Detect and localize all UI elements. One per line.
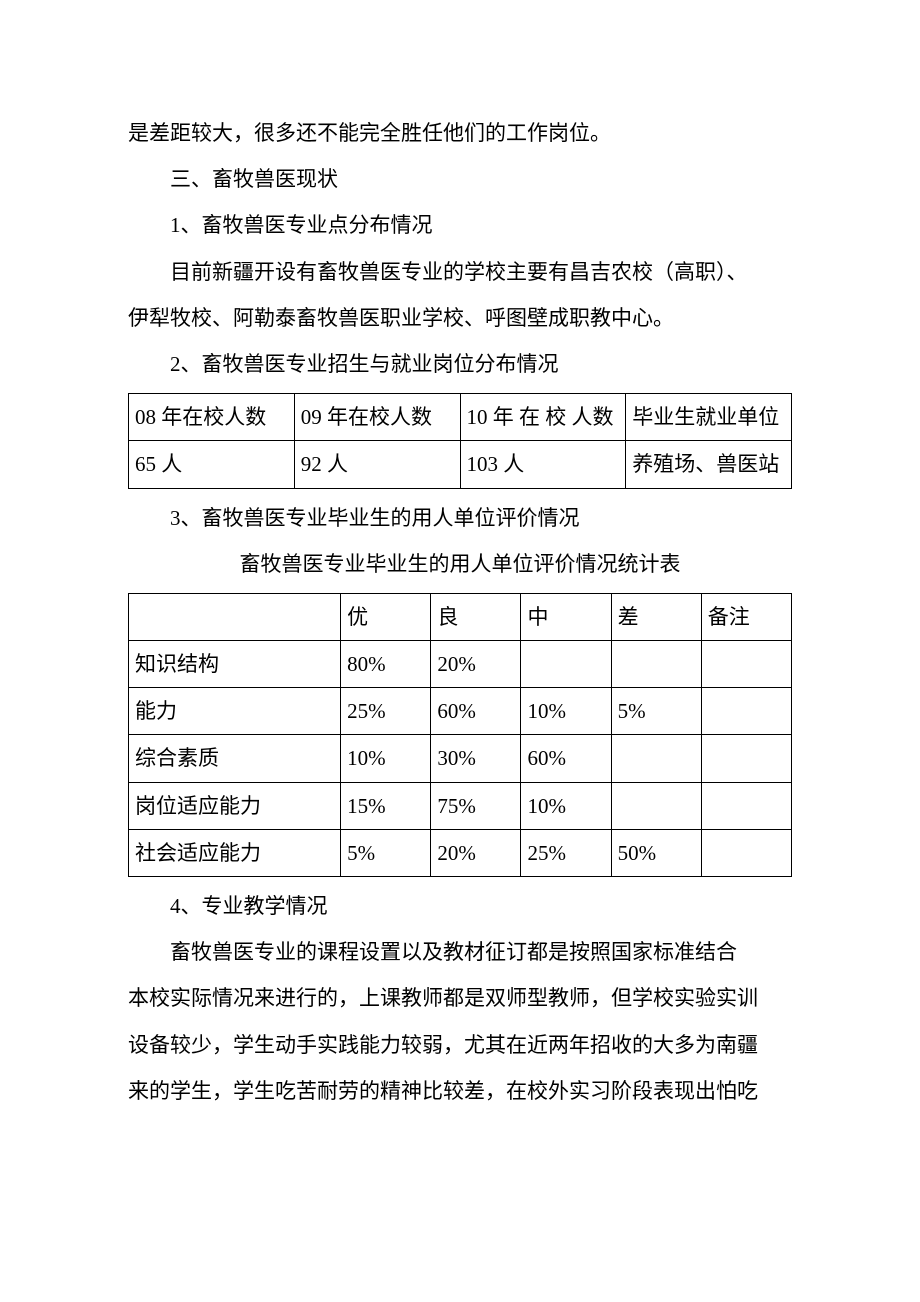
table-cell xyxy=(701,688,791,735)
table-cell: 10% xyxy=(521,688,611,735)
body-text: 是差距较大，很多还不能完全胜任他们的工作岗位。 xyxy=(128,110,792,156)
table-cell xyxy=(611,641,701,688)
table-cell: 岗位适应能力 xyxy=(129,782,341,829)
table-header-cell xyxy=(129,593,341,640)
table-cell: 养殖场、兽医站 xyxy=(626,441,792,488)
table-cell xyxy=(611,735,701,782)
table-header-cell: 10 年 在 校 人数 xyxy=(460,394,626,441)
subsection-heading: 3、畜牧兽医专业毕业生的用人单位评价情况 xyxy=(128,495,792,541)
table-cell: 50% xyxy=(611,829,701,876)
table-cell: 103 人 xyxy=(460,441,626,488)
table-cell: 综合素质 xyxy=(129,735,341,782)
table-cell: 10% xyxy=(521,782,611,829)
table-header-cell: 毕业生就业单位 xyxy=(626,394,792,441)
body-text: 畜牧兽医专业的课程设置以及教材征订都是按照国家标准结合 xyxy=(128,929,792,975)
table-cell xyxy=(701,641,791,688)
table-row: 08 年在校人数 09 年在校人数 10 年 在 校 人数 毕业生就业单位 xyxy=(129,394,792,441)
table-cell: 5% xyxy=(611,688,701,735)
subsection-heading: 1、畜牧兽医专业点分布情况 xyxy=(128,202,792,248)
body-text: 来的学生，学生吃苦耐劳的精神比较差，在校外实习阶段表现出怕吃 xyxy=(128,1068,792,1114)
table-cell xyxy=(701,829,791,876)
table-cell: 60% xyxy=(521,735,611,782)
table-cell: 65 人 xyxy=(129,441,295,488)
table-cell: 25% xyxy=(521,829,611,876)
table-header-cell: 08 年在校人数 xyxy=(129,394,295,441)
table-cell: 10% xyxy=(341,735,431,782)
table-cell: 能力 xyxy=(129,688,341,735)
table-header-cell: 中 xyxy=(521,593,611,640)
table-row: 社会适应能力 5% 20% 25% 50% xyxy=(129,829,792,876)
body-text: 伊犁牧校、阿勒泰畜牧兽医职业学校、呼图壁成职教中心。 xyxy=(128,295,792,341)
table-cell: 知识结构 xyxy=(129,641,341,688)
body-text: 设备较少，学生动手实践能力较弱，尤其在近两年招收的大多为南疆 xyxy=(128,1022,792,1068)
subsection-heading: 2、畜牧兽医专业招生与就业岗位分布情况 xyxy=(128,341,792,387)
table-header-cell: 备注 xyxy=(701,593,791,640)
table-cell: 92 人 xyxy=(294,441,460,488)
table-row: 知识结构 80% 20% xyxy=(129,641,792,688)
subsection-heading: 4、专业教学情况 xyxy=(128,883,792,929)
table-row: 优 良 中 差 备注 xyxy=(129,593,792,640)
table-cell: 25% xyxy=(341,688,431,735)
table-row: 岗位适应能力 15% 75% 10% xyxy=(129,782,792,829)
table-row: 综合素质 10% 30% 60% xyxy=(129,735,792,782)
body-text: 本校实际情况来进行的，上课教师都是双师型教师，但学校实验实训 xyxy=(128,975,792,1021)
table-cell: 60% xyxy=(431,688,521,735)
table-cell: 社会适应能力 xyxy=(129,829,341,876)
table-header-cell: 优 xyxy=(341,593,431,640)
table-cell xyxy=(701,782,791,829)
table-cell: 75% xyxy=(431,782,521,829)
body-text: 目前新疆开设有畜牧兽医专业的学校主要有昌吉农校（高职）、 xyxy=(128,249,792,295)
table-caption: 畜牧兽医专业毕业生的用人单位评价情况统计表 xyxy=(128,541,792,587)
table-cell: 20% xyxy=(431,829,521,876)
table-cell: 15% xyxy=(341,782,431,829)
table-cell xyxy=(521,641,611,688)
table-header-cell: 差 xyxy=(611,593,701,640)
table-cell: 30% xyxy=(431,735,521,782)
table-cell xyxy=(701,735,791,782)
table-row: 65 人 92 人 103 人 养殖场、兽医站 xyxy=(129,441,792,488)
table-cell: 5% xyxy=(341,829,431,876)
table-cell: 20% xyxy=(431,641,521,688)
evaluation-table: 优 良 中 差 备注 知识结构 80% 20% 能力 25% 60% 10% 5… xyxy=(128,593,792,877)
table-row: 能力 25% 60% 10% 5% xyxy=(129,688,792,735)
section-heading: 三、畜牧兽医现状 xyxy=(128,156,792,202)
table-header-cell: 良 xyxy=(431,593,521,640)
enrollment-table: 08 年在校人数 09 年在校人数 10 年 在 校 人数 毕业生就业单位 65… xyxy=(128,393,792,488)
table-header-cell: 09 年在校人数 xyxy=(294,394,460,441)
table-cell: 80% xyxy=(341,641,431,688)
table-cell xyxy=(611,782,701,829)
